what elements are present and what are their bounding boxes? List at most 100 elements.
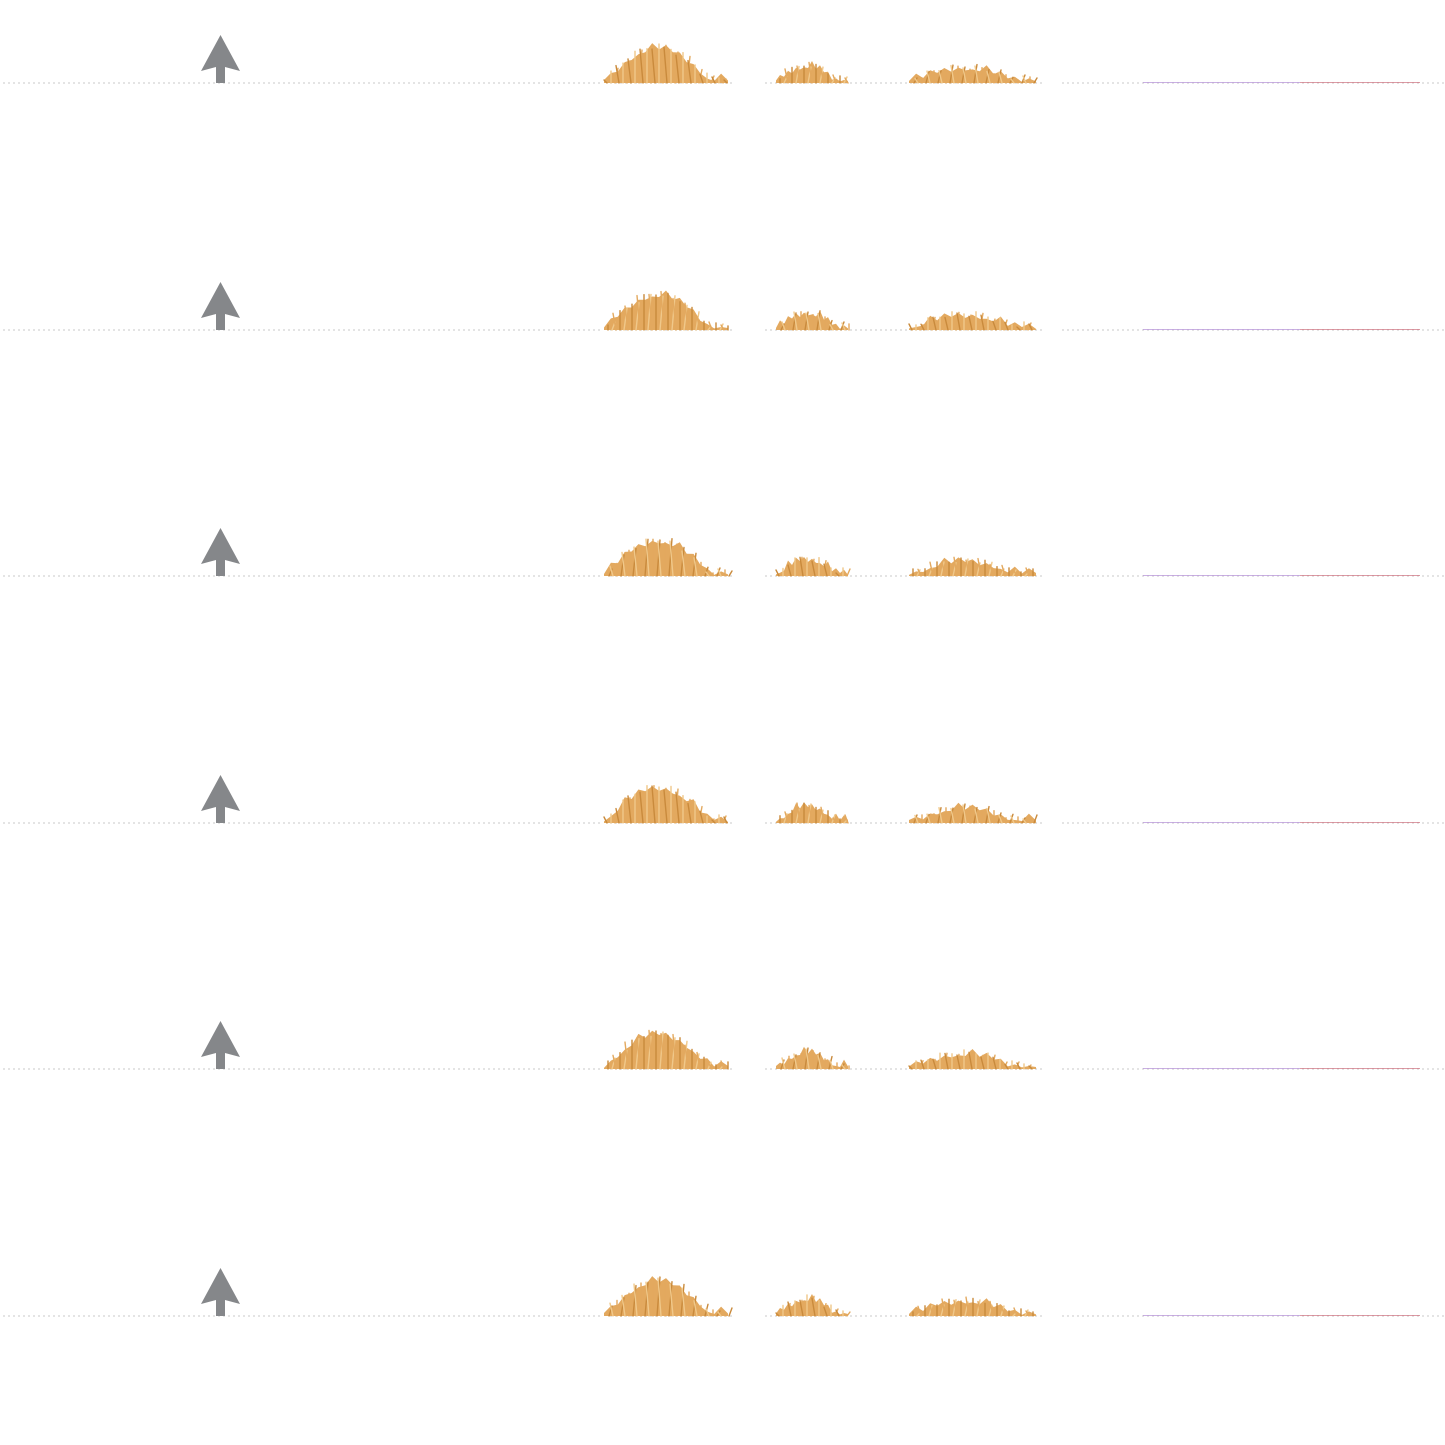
hay-strand [674, 788, 679, 824]
hay-strand [841, 322, 846, 331]
up-arrow-icon [201, 282, 240, 330]
hay-strand [728, 1307, 733, 1317]
ground-strip [0, 28, 1445, 118]
hay-strand [965, 559, 970, 577]
hay-strand [817, 312, 822, 331]
hay-strand [705, 1308, 710, 1317]
hay-strand [672, 297, 677, 331]
hay-strand [940, 561, 945, 577]
hay-strand [636, 294, 641, 331]
hay-strand [1013, 570, 1018, 577]
hay-strand [621, 551, 626, 577]
hay-strand [663, 46, 668, 84]
hay-strand [938, 807, 943, 824]
hay-strand [684, 1044, 689, 1070]
hay-strand [717, 568, 722, 577]
hay-strand [775, 569, 780, 577]
hay-strand [913, 814, 918, 824]
hay-strand [1028, 323, 1033, 331]
hay-strand [621, 1294, 626, 1317]
hay-strand [829, 1059, 834, 1070]
hay-strand [699, 73, 704, 84]
hay-strand [668, 1281, 673, 1317]
hay-strand [728, 570, 733, 577]
hay-strand [648, 293, 653, 331]
hay-clump-icon [604, 1029, 729, 1070]
hay-strand [810, 558, 815, 577]
hay-strand [807, 803, 812, 824]
hay-strand [956, 1054, 961, 1070]
hay-strand [633, 546, 638, 577]
hay-clump-icon [604, 538, 733, 577]
hay-clump-body [909, 802, 1036, 823]
hay-strand [669, 1283, 674, 1317]
hay-strand [1025, 1310, 1030, 1317]
hay-strand [659, 295, 664, 331]
ground-strip [0, 275, 1445, 365]
hay-strand [711, 76, 716, 84]
ground-strip [0, 1014, 1445, 1104]
hay-clump-icon [775, 1294, 851, 1317]
hay-strand [977, 557, 982, 577]
hay-strand [650, 47, 655, 84]
hay-clump-body [604, 1030, 728, 1069]
hay-strand [648, 1029, 653, 1070]
hay-strand [992, 1056, 997, 1070]
hay-strand [668, 538, 673, 577]
hay-strand [1033, 77, 1038, 84]
hay-strand [962, 804, 967, 824]
hay-strand [980, 314, 985, 331]
hay-strand [961, 66, 966, 84]
hay-strand [965, 1296, 970, 1317]
hay-strand [638, 49, 643, 84]
hay-strand [953, 556, 958, 577]
hay-strand [943, 316, 948, 331]
hay-strand [913, 77, 918, 84]
hay-strand [844, 814, 849, 824]
hay-strand [1016, 326, 1021, 331]
hay-strand [979, 1054, 984, 1070]
hay-clump-icon [603, 784, 728, 824]
hay-strand [775, 1312, 780, 1317]
hay-strand [998, 814, 1003, 824]
hay-strand [795, 65, 800, 84]
hay-strand [717, 1311, 722, 1317]
hay-strand [844, 77, 849, 84]
hay-strand [977, 1300, 982, 1317]
hay-strand [985, 805, 990, 824]
hay-strand [651, 785, 656, 824]
hay-strand [644, 538, 649, 577]
hay-strand [793, 311, 798, 331]
hay-strand [620, 1297, 625, 1317]
up-arrow-icon [201, 35, 240, 83]
ground-strip [0, 521, 1445, 611]
hay-strand [937, 70, 942, 84]
hay-strand [798, 556, 803, 577]
hay-strand [829, 323, 834, 331]
hay-strand [811, 560, 816, 577]
hay-strand [908, 323, 913, 331]
hay-strand [925, 70, 930, 84]
hay-strand [820, 806, 825, 824]
hay-strand [944, 316, 949, 331]
hay-strand [624, 1041, 629, 1070]
hay-strand [680, 546, 685, 577]
hay-strand [832, 74, 837, 84]
hay-strand [681, 1287, 686, 1317]
hay-strand [1028, 1065, 1033, 1070]
hay-strand [986, 70, 991, 84]
hay-strand [840, 321, 845, 331]
hay-strand [636, 1036, 641, 1070]
hay-strand [603, 79, 608, 84]
hay-strand [980, 1056, 985, 1070]
hay-strand [796, 65, 801, 84]
hay-strand [1004, 1063, 1009, 1070]
hay-strand [1021, 74, 1026, 84]
hay-clump-body [909, 1049, 1036, 1069]
hay-strand [968, 315, 973, 331]
hay-strand [681, 550, 686, 577]
hay-strand [696, 315, 701, 331]
hay-strand [657, 1277, 662, 1317]
hay-strand [808, 61, 813, 84]
hay-strand [639, 791, 644, 824]
